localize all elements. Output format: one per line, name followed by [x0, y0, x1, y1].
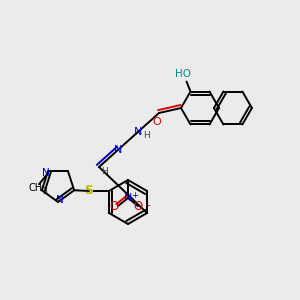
Text: O: O	[134, 200, 142, 212]
Text: N: N	[56, 195, 64, 205]
Text: O: O	[110, 200, 118, 212]
Text: -: -	[146, 200, 150, 210]
Text: +: +	[132, 190, 138, 200]
Text: O: O	[153, 117, 161, 127]
Text: N: N	[42, 168, 50, 178]
Text: 3: 3	[43, 187, 47, 196]
Text: S: S	[84, 184, 93, 197]
Text: N: N	[114, 145, 122, 155]
Text: H: H	[142, 130, 149, 140]
Text: N: N	[134, 127, 142, 137]
Text: HO: HO	[175, 68, 190, 79]
Text: CH: CH	[29, 183, 43, 193]
Text: N: N	[124, 193, 132, 203]
Text: H: H	[102, 167, 108, 176]
